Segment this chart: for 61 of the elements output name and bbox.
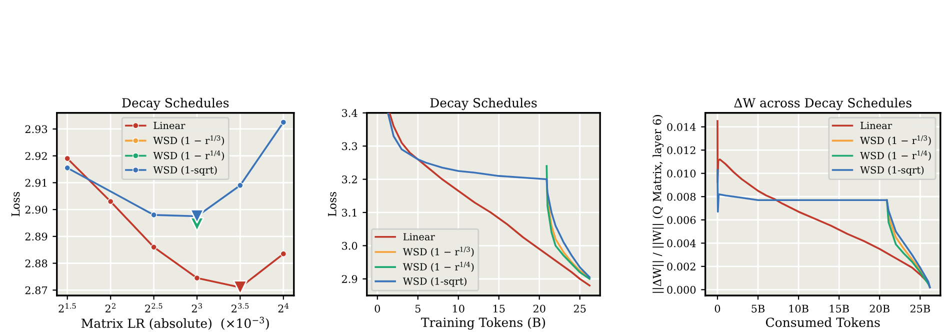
x-tick-label: 0 [714,304,720,313]
y-tick-label: 2.92 [25,152,47,160]
y-tick-label: 0.002 [667,262,696,271]
y-axis-title: ||ΔW|| / ||W|| (Q Matrix, layer 6) [652,115,664,293]
y-tick-label: 2.9 [342,275,358,283]
y-tick-label: 3.2 [342,176,357,184]
x-tick-label: 20 [533,304,546,313]
y-tick-label: 0.010 [667,170,696,178]
chart-title: Decay Schedules [122,98,229,110]
y-tick-label: 0.004 [667,239,696,248]
legend-label: WSD (1 − r$^{1/3}$) [153,135,224,146]
y-tick-label: 0.000 [667,286,696,294]
legend-label: WSD (1 − r$^{1/4}$) [860,150,931,161]
y-tick-label: 0.008 [667,192,696,201]
legend-label: Linear [860,122,892,130]
y-axis-title: Loss [328,192,336,216]
chart-title: Decay Schedules [430,98,537,110]
y-tick-label: 2.93 [25,125,48,134]
line-series [886,199,931,288]
x-tick-label: 25B [910,304,930,313]
x-tick-label: 20B [870,304,890,313]
x-tick-label: 2$^{1.5}$ [58,303,76,312]
x-axis-title: Training Tokens (B) [421,317,546,330]
x-tick-label: 10 [453,304,464,313]
x-axis-title: Consumed Tokens [766,317,880,328]
legend-label: WSD (1 − r$^{1/4}$) [402,262,474,272]
x-tick-label: 2$^{3.5}$ [232,303,249,312]
legend-label: WSD (1 − r$^{1/4}$) [153,150,224,161]
x-axis-title: Matrix LR (absolute) (×10$^{−3}$) [82,316,269,330]
legend-label: WSD (1 − r$^{1/3}$) [860,135,931,146]
x-tick-label: 2$^{2}$ [105,303,116,312]
x-tick-label: 5B [752,304,765,313]
y-tick-label: 0.014 [667,123,696,131]
legend-label: WSD (1-sqrt) [860,166,924,176]
y-tick-label: 2.87 [25,286,48,294]
y-tick-label: 2.90 [25,206,48,214]
legend-label: WSD (1 − r$^{1/3}$) [402,246,474,257]
y-tick-label: 3.0 [342,242,358,250]
x-tick-label: 10B [789,304,808,313]
y-tick-label: 2.91 [25,178,46,187]
x-tick-label: 5 [415,304,420,313]
legend-label: Linear [403,233,435,240]
y-tick-label: 2.88 [25,259,48,268]
y-tick-label: 0.012 [667,146,696,154]
y-tick-label: 0.006 [667,216,696,224]
y-axis-title: Loss [11,192,20,216]
x-tick-label: 2$^{3}$ [192,303,202,312]
x-tick-label: 2$^{4}$ [278,303,289,312]
x-tick-label: 2$^{2.5}$ [145,303,162,312]
x-tick-label: 0 [374,304,380,313]
y-tick-label: 3.1 [342,208,356,217]
y-tick-label: 2.89 [25,232,48,241]
x-tick-label: 15B [830,304,849,313]
legend-label: Linear [154,122,186,130]
legend-label: WSD (1-sqrt) [153,166,217,176]
x-tick-label: 25 [574,304,586,313]
legend-label: WSD (1-sqrt) [402,277,466,287]
chart-title: ΔW across Decay Schedules [734,98,912,110]
y-tick-label: 3.4 [342,109,358,117]
x-tick-label: 15 [494,304,505,313]
y-tick-label: 3.3 [342,142,358,150]
